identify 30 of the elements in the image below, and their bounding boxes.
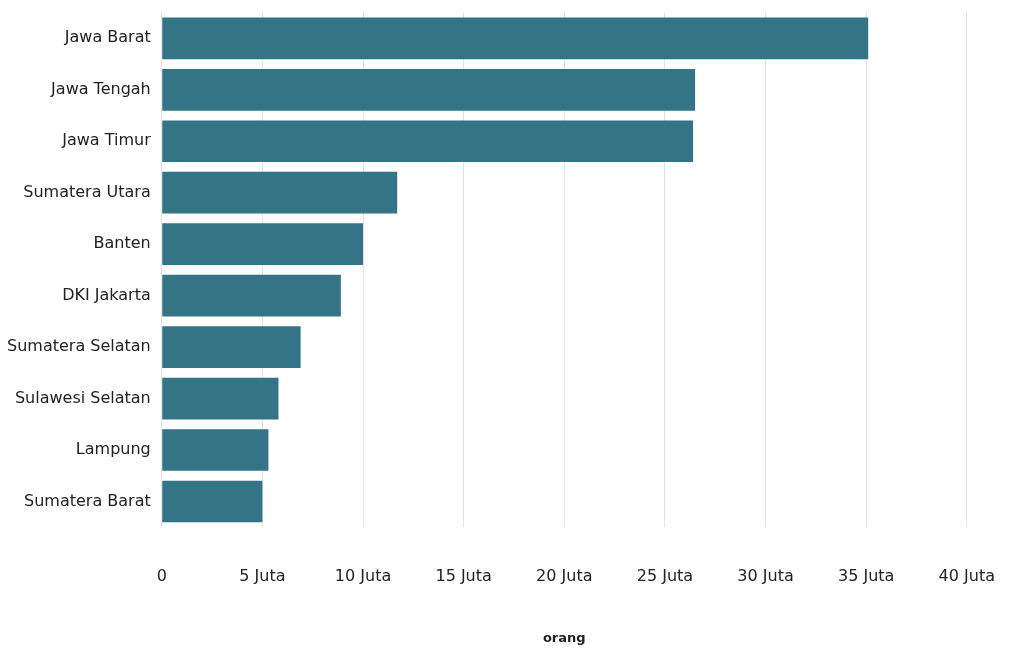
bar	[162, 68, 696, 111]
x-tick-label: 15 Juta	[435, 565, 492, 585]
y-tick-label: Sumatera Selatan	[6, 336, 151, 356]
bar	[162, 223, 364, 266]
bar	[162, 120, 694, 163]
x-tick-label: 10 Juta	[334, 565, 392, 585]
y-tick-label: Jawa Barat	[63, 27, 151, 47]
x-tick-label: 25 Juta	[636, 565, 694, 585]
y-tick-label: Banten	[93, 233, 151, 253]
bar	[162, 171, 398, 214]
x-tick-label: 35 Juta	[837, 565, 895, 585]
x-tick-label: 0	[156, 565, 167, 585]
x-axis-title: orang	[542, 629, 586, 645]
y-tick-label: Sulawesi Selatan	[14, 387, 151, 407]
bar	[162, 377, 279, 420]
bar	[162, 480, 263, 523]
x-tick-label: 40 Juta	[938, 565, 995, 585]
bar	[162, 17, 869, 60]
y-tick-label: Lampung	[75, 439, 151, 459]
y-tick-label: Jawa Tengah	[50, 78, 151, 98]
x-tick-label: 5 Juta	[239, 565, 286, 585]
x-tick-label: 20 Juta	[536, 565, 593, 585]
bar	[162, 429, 269, 471]
bar	[162, 274, 341, 317]
y-tick-label: Jawa Timur	[61, 130, 152, 150]
x-tick-label: 30 Juta	[737, 565, 794, 585]
bar	[162, 326, 301, 368]
y-tick-label: Sumatera Barat	[24, 490, 151, 510]
y-tick-label: Sumatera Utara	[23, 181, 151, 201]
y-tick-label: DKI Jakarta	[62, 284, 151, 304]
